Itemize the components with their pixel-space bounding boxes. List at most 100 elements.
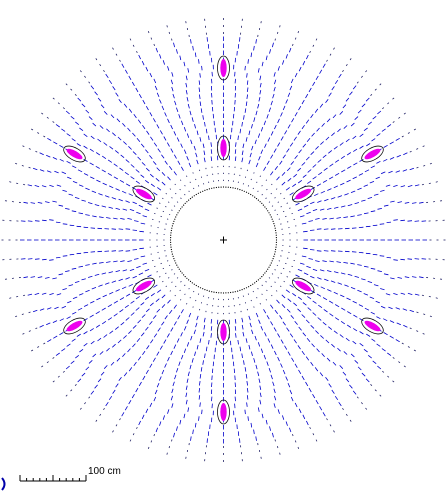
field-line-dash bbox=[70, 389, 73, 392]
field-line-dash bbox=[237, 135, 239, 141]
field-line-dash bbox=[162, 60, 165, 65]
field-line-dash bbox=[46, 322, 51, 326]
field-line-dash bbox=[382, 107, 385, 110]
field-line-dash bbox=[331, 86, 335, 91]
field-line-dash bbox=[385, 184, 391, 187]
field-line-dash bbox=[196, 159, 199, 165]
field-line-dash bbox=[162, 267, 165, 270]
field-line-dash bbox=[286, 276, 288, 278]
field-line-dash bbox=[132, 343, 136, 348]
field-line-dash bbox=[260, 126, 264, 132]
field-line-dash bbox=[264, 332, 267, 337]
field-line-dash bbox=[291, 118, 295, 123]
field-line-dash bbox=[258, 319, 261, 324]
boundary-dot bbox=[264, 272, 266, 274]
field-line-dash bbox=[282, 415, 285, 420]
field-line-dash bbox=[253, 306, 255, 308]
field-line-dash bbox=[259, 75, 262, 81]
boundary-dot bbox=[193, 195, 195, 197]
field-line-dash bbox=[276, 213, 279, 216]
field-line-dash bbox=[153, 333, 158, 338]
field-line-dash bbox=[326, 357, 331, 362]
field-line-dash bbox=[280, 363, 283, 368]
field-line-dash bbox=[413, 349, 416, 352]
boundary-dot bbox=[262, 204, 264, 206]
field-line-dash bbox=[265, 55, 268, 61]
field-line-dash bbox=[37, 132, 40, 134]
field-line-dash bbox=[208, 135, 210, 141]
field-line-dash bbox=[94, 384, 98, 389]
field-line-dash bbox=[27, 258, 33, 260]
field-line-dash bbox=[174, 294, 176, 297]
boundary-dot bbox=[215, 291, 217, 294]
field-line-dash bbox=[61, 128, 66, 132]
field-line-dash bbox=[330, 228, 336, 230]
field-line-dash bbox=[255, 110, 258, 116]
field-line-dash bbox=[106, 261, 111, 263]
field-line-dash bbox=[248, 315, 251, 321]
field-line-dash bbox=[274, 166, 279, 171]
field-line-dash bbox=[138, 204, 144, 208]
field-line-dash bbox=[263, 120, 266, 126]
scale-bar: 100 cm bbox=[19, 466, 121, 482]
field-line-dash bbox=[266, 188, 268, 191]
field-line-dash bbox=[149, 363, 153, 368]
field-line-dash bbox=[41, 365, 44, 368]
field-line-dash bbox=[398, 116, 401, 119]
field-line-dash bbox=[325, 98, 329, 104]
field-line-dash bbox=[311, 132, 315, 137]
field-line-dash bbox=[203, 157, 206, 163]
field-line-dash bbox=[326, 118, 331, 123]
field-line-dash bbox=[107, 172, 112, 176]
field-line-dash bbox=[329, 53, 332, 56]
field-line-dash bbox=[344, 284, 349, 287]
field-line-dash bbox=[270, 100, 273, 106]
field-line-dash bbox=[280, 193, 282, 195]
field-line-dash bbox=[121, 63, 125, 68]
field-line-dash bbox=[27, 220, 33, 222]
field-line-dash bbox=[309, 426, 311, 430]
field-line-dash bbox=[273, 72, 276, 77]
field-line-dash bbox=[155, 47, 158, 53]
field-line-dash bbox=[363, 184, 369, 187]
field-line-dash bbox=[185, 392, 188, 398]
field-line-dash bbox=[365, 70, 368, 73]
field-line-dash bbox=[91, 287, 97, 290]
field-line-dash bbox=[320, 335, 324, 339]
field-line-dash bbox=[53, 141, 58, 145]
field-line-dash bbox=[308, 387, 312, 393]
field-line-dash bbox=[306, 211, 311, 215]
field-line-dash bbox=[15, 315, 18, 318]
field-line-dash bbox=[414, 293, 420, 296]
field-line-dash bbox=[330, 250, 336, 252]
field-line-dash bbox=[367, 197, 373, 199]
field-line-dash bbox=[270, 304, 274, 309]
field-line-dash bbox=[289, 389, 293, 395]
field-line-dash bbox=[186, 156, 189, 161]
field-line-dash bbox=[199, 94, 201, 99]
field-line-dash bbox=[372, 360, 377, 365]
field-line-dash bbox=[127, 348, 131, 353]
field-line-dash bbox=[387, 124, 392, 128]
field-line-dash bbox=[310, 361, 314, 367]
field-line-dash bbox=[106, 217, 111, 219]
field-line-dash bbox=[337, 347, 341, 352]
field-line-dash bbox=[195, 299, 197, 302]
field-line-dash bbox=[299, 215, 305, 218]
field-line-dash bbox=[274, 269, 276, 271]
field-line-dash bbox=[115, 188, 120, 191]
field-line-dash bbox=[333, 47, 335, 50]
field-line-dash bbox=[108, 79, 113, 85]
field-line-dash bbox=[149, 155, 153, 160]
field-line-dash bbox=[92, 215, 97, 218]
field-line-dash bbox=[404, 276, 410, 278]
field-line-dash bbox=[377, 110, 382, 115]
field-line-dash bbox=[195, 322, 198, 328]
boundary-dot bbox=[181, 206, 183, 208]
field-line-dash bbox=[173, 154, 177, 159]
field-line-dash bbox=[107, 317, 113, 321]
field-line-dash bbox=[357, 264, 362, 266]
field-line-dash bbox=[85, 187, 90, 191]
field-line-dash bbox=[190, 436, 192, 441]
field-line-dash bbox=[208, 339, 210, 345]
